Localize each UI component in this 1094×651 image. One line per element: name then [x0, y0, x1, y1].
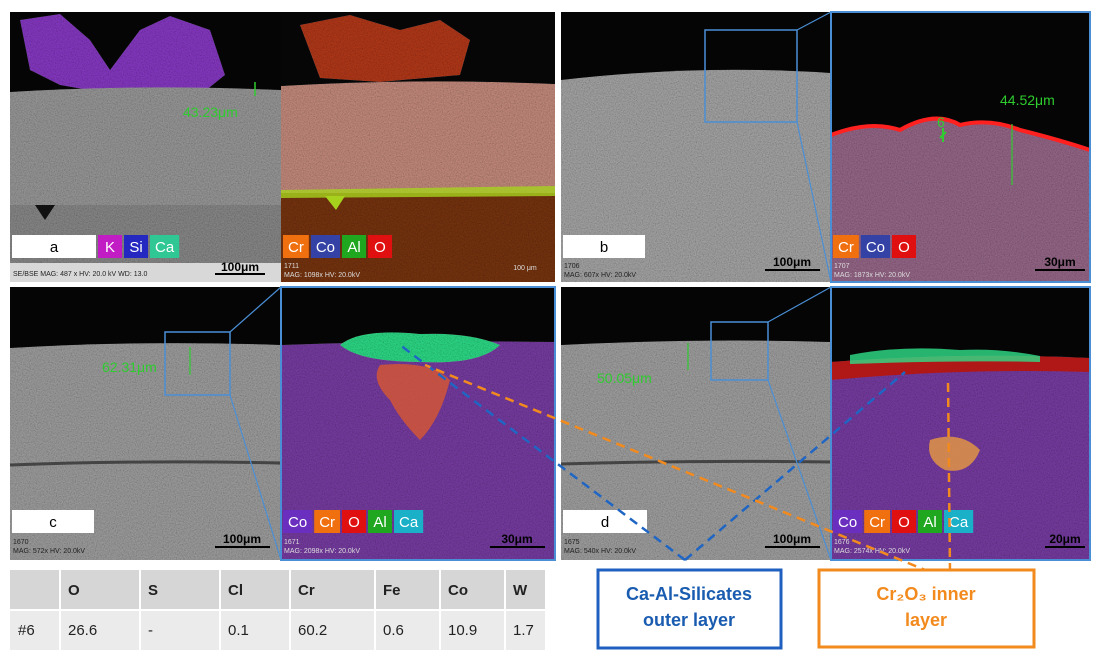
- header-cell: O: [68, 582, 80, 599]
- info: MAG: 1098x HV: 20.0kV: [284, 272, 360, 279]
- element-label: Al: [347, 239, 360, 256]
- info: MAG: 572x HV: 20.0kV: [13, 548, 85, 555]
- header-cell: Co: [448, 582, 468, 599]
- element-label: O: [374, 239, 386, 256]
- table-cell: -: [148, 622, 153, 639]
- panel-a-eds: Cr Co Al O 1711 MAG: 1098x HV: 20.0kV 100 μ…: [281, 12, 555, 282]
- panel-a-sem: 43.23μm a K Si Ca SE/BSE MAG: 487 x HV: 20…: [10, 12, 281, 282]
- element-label: Co: [316, 239, 335, 256]
- info: 1711: [284, 263, 299, 270]
- table-cell: 0.1: [228, 622, 249, 639]
- scale-label: 100μm: [223, 532, 261, 546]
- element-label: O: [348, 514, 360, 531]
- callout-box: [819, 570, 1034, 647]
- info: 1676: [834, 539, 850, 546]
- thickness: 50.05μm: [597, 370, 652, 386]
- panel-c-eds: Co Cr O Al Ca 1671 MAG: 2098x HV: 20.0kV 30μ…: [281, 287, 555, 560]
- body: 43.23μm a K Si Ca SE/BSE MAG: 487 x HV: 20…: [0, 0, 1094, 651]
- callout-text: outer layer: [643, 610, 735, 630]
- element-label: O: [898, 514, 910, 531]
- info: MAG: 607x HV: 20.0kV: [564, 272, 636, 279]
- header-cell: Cr: [298, 582, 315, 599]
- element-label: Cr: [838, 239, 854, 256]
- callout-box: [598, 570, 781, 648]
- element-label: Al: [373, 514, 386, 531]
- scale-label: 100μm: [773, 255, 811, 269]
- element-legend: K Si Ca: [98, 235, 179, 258]
- scale-label: 20μm: [1049, 532, 1080, 546]
- element-label: K: [105, 239, 115, 256]
- element-label: Ca: [399, 514, 419, 531]
- callout-chromia: Cr₂O₃ inner layer: [819, 570, 1034, 647]
- panel-b-eds: 6 44.52μm Cr Co O 1707 MAG: 1873x HV: 20.0…: [831, 12, 1090, 282]
- element-label: Ca: [155, 239, 175, 256]
- panel-c-sem: 62.31μm c 1670 MAG: 572x HV: 20.0kV 100μ…: [10, 287, 281, 560]
- info: MAG: 540x HV: 20.0kV: [564, 548, 636, 555]
- info: MAG: 1873x HV: 20.0kV: [834, 272, 910, 279]
- element-legend: Co Cr O Al Ca: [283, 510, 423, 533]
- header-cell: W: [513, 582, 528, 599]
- table-cell: 26.6: [68, 622, 97, 639]
- table-cell: 1.7: [513, 622, 534, 639]
- header-cell: S: [148, 582, 158, 599]
- callout-text: layer: [905, 610, 947, 630]
- element-label: Cr: [869, 514, 885, 531]
- element-label: Ca: [949, 514, 969, 531]
- element-label: Co: [838, 514, 857, 531]
- scale-label: 30μm: [501, 532, 532, 546]
- point-label: 6: [937, 114, 945, 130]
- panel-d-sem: 50.05μm d 1675 MAG: 540x HV: 20.0kV 100μ…: [561, 287, 831, 560]
- scale-label: 30μm: [1044, 255, 1075, 269]
- panel-b-sem: b 1706 MAG: 607x HV: 20.0kV 100μm: [561, 12, 831, 282]
- coating: [281, 81, 555, 193]
- info: 1675: [564, 539, 580, 546]
- element-legend: Cr Co Al O: [283, 235, 392, 258]
- element-label: O: [898, 239, 910, 256]
- thickness: 44.52μm: [1000, 92, 1055, 108]
- table-cell: #6: [18, 622, 35, 639]
- element-legend: Cr Co O: [833, 235, 916, 258]
- info: 1670: [13, 539, 29, 546]
- table-cell: 60.2: [298, 622, 327, 639]
- callout-silicates: Ca-Al-Silicates outer layer: [598, 570, 781, 648]
- scale-label: 100μm: [773, 532, 811, 546]
- thickness: 62.31μm: [102, 359, 157, 375]
- table-cell: 0.6: [383, 622, 404, 639]
- thickness: 43.23μm: [183, 104, 238, 120]
- scale-label: 100 μm: [513, 265, 537, 272]
- coating: [10, 87, 281, 205]
- panel-label: d: [601, 514, 609, 531]
- element-label: Co: [866, 239, 885, 256]
- header-cell: Fe: [383, 582, 401, 599]
- info: MAG: 2098x HV: 20.0kV: [284, 548, 360, 555]
- composition-table: O S Cl Cr Fe Co W #6 26.6 - 0.1 60.2 0.6 10.9 1.7: [10, 570, 545, 650]
- element-label: Si: [129, 239, 142, 256]
- info: 1706: [564, 263, 580, 270]
- callout-text: Ca-Al-Silicates: [626, 584, 752, 604]
- info: SE/BSE MAG: 487 x HV: 20.0 kV WD: 13.0: [13, 271, 147, 278]
- table-cell: 10.9: [448, 622, 477, 639]
- scale-label: 100μm: [221, 260, 259, 274]
- panel-label: b: [600, 239, 608, 256]
- info: 1707: [834, 263, 850, 270]
- element-label: Cr: [319, 514, 335, 531]
- info: 1671: [284, 539, 300, 546]
- figure: 43.23μm a K Si Ca SE/BSE MAG: 487 x HV: 20…: [0, 0, 1094, 651]
- page: SEM / EDS cross-sections {"panels":[ {"l…: [0, 0, 1094, 651]
- element-label: Al: [923, 514, 936, 531]
- header-cell: Cl: [228, 582, 243, 599]
- element-legend: Co Cr O Al Ca: [833, 510, 973, 533]
- panel-label: a: [50, 239, 59, 256]
- callout-text: Cr₂O₃ inner: [876, 584, 975, 604]
- element-label: Co: [288, 514, 307, 531]
- element-label: Cr: [288, 239, 304, 256]
- panel-label: c: [49, 514, 57, 531]
